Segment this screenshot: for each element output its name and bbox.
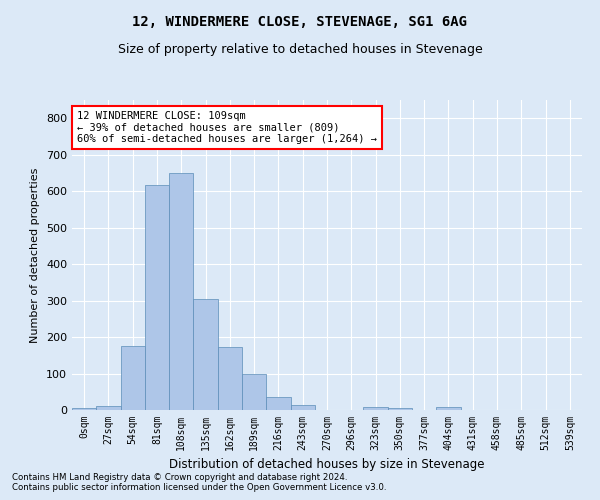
Bar: [266, 396, 290, 410]
Bar: [96, 406, 121, 410]
Bar: [290, 406, 315, 410]
Bar: [169, 173, 193, 410]
Text: 12, WINDERMERE CLOSE, STEVENAGE, SG1 6AG: 12, WINDERMERE CLOSE, STEVENAGE, SG1 6AG: [133, 15, 467, 29]
Y-axis label: Number of detached properties: Number of detached properties: [31, 168, 40, 342]
Bar: [388, 408, 412, 410]
Text: Contains HM Land Registry data © Crown copyright and database right 2024.: Contains HM Land Registry data © Crown c…: [12, 474, 347, 482]
Bar: [72, 408, 96, 410]
Bar: [121, 346, 145, 410]
Bar: [242, 374, 266, 410]
Bar: [145, 184, 169, 410]
Bar: [193, 299, 218, 410]
Text: Contains public sector information licensed under the Open Government Licence v3: Contains public sector information licen…: [12, 484, 386, 492]
Bar: [218, 347, 242, 410]
X-axis label: Distribution of detached houses by size in Stevenage: Distribution of detached houses by size …: [169, 458, 485, 471]
Bar: [364, 407, 388, 410]
Text: Size of property relative to detached houses in Stevenage: Size of property relative to detached ho…: [118, 42, 482, 56]
Bar: [436, 408, 461, 410]
Text: 12 WINDERMERE CLOSE: 109sqm
← 39% of detached houses are smaller (809)
60% of se: 12 WINDERMERE CLOSE: 109sqm ← 39% of det…: [77, 111, 377, 144]
